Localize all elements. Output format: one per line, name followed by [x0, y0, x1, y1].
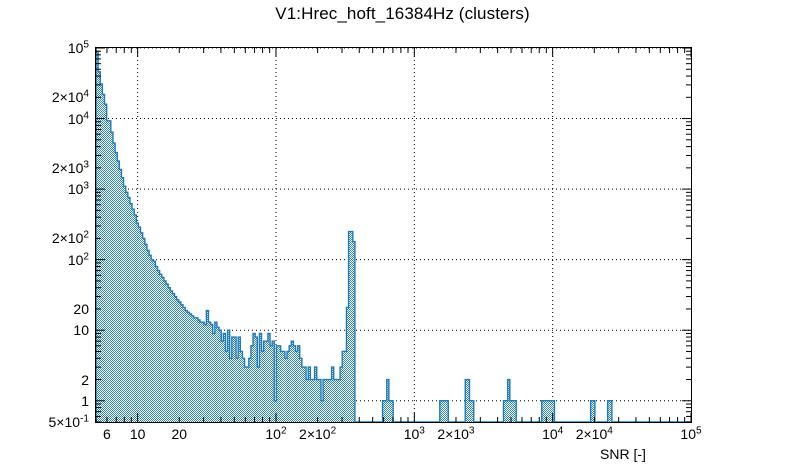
x-tick-label: 2×103 — [437, 425, 475, 442]
x-tick-label: 20 — [171, 426, 188, 442]
plot-frame — [95, 47, 692, 423]
x-axis-title: SNR [-] — [600, 446, 646, 462]
x-tick-label: 102 — [265, 425, 287, 442]
y-tick-label: 104 — [67, 109, 89, 127]
x-tick-label: 2×102 — [299, 425, 337, 442]
y-tick-label: 5×10-1 — [48, 413, 89, 430]
y-tick-label: 1 — [81, 392, 89, 409]
y-tick-label: 2×103 — [51, 159, 89, 176]
page-title: V1:Hrec_hoft_16384Hz (clusters) — [275, 4, 530, 23]
y-axis-title: number of clusters / bin — [0, 33, 2, 179]
y-tick-label: 2 — [81, 371, 89, 388]
plot-area — [96, 48, 691, 422]
x-tick-label: 104 — [542, 425, 564, 442]
y-tick-label: 10 — [73, 322, 89, 339]
y-tick-label: 105 — [67, 39, 89, 56]
x-tick-label: 103 — [403, 425, 425, 442]
y-tick-label: 2×102 — [51, 229, 89, 247]
x-tick-label: 10 — [129, 426, 146, 442]
histogram-bars — [96, 50, 691, 422]
x-tick-label: 105 — [680, 425, 702, 442]
histogram-canvas — [96, 48, 691, 422]
y-tick-label: 103 — [67, 180, 89, 198]
y-tick-label: 102 — [67, 251, 89, 268]
x-tick-label: 2×104 — [575, 425, 613, 442]
axis-ticks — [96, 48, 691, 422]
y-tick-label: 2×104 — [51, 88, 89, 106]
x-tick-label: 6 — [103, 426, 111, 442]
y-tick-label: 20 — [73, 300, 89, 317]
